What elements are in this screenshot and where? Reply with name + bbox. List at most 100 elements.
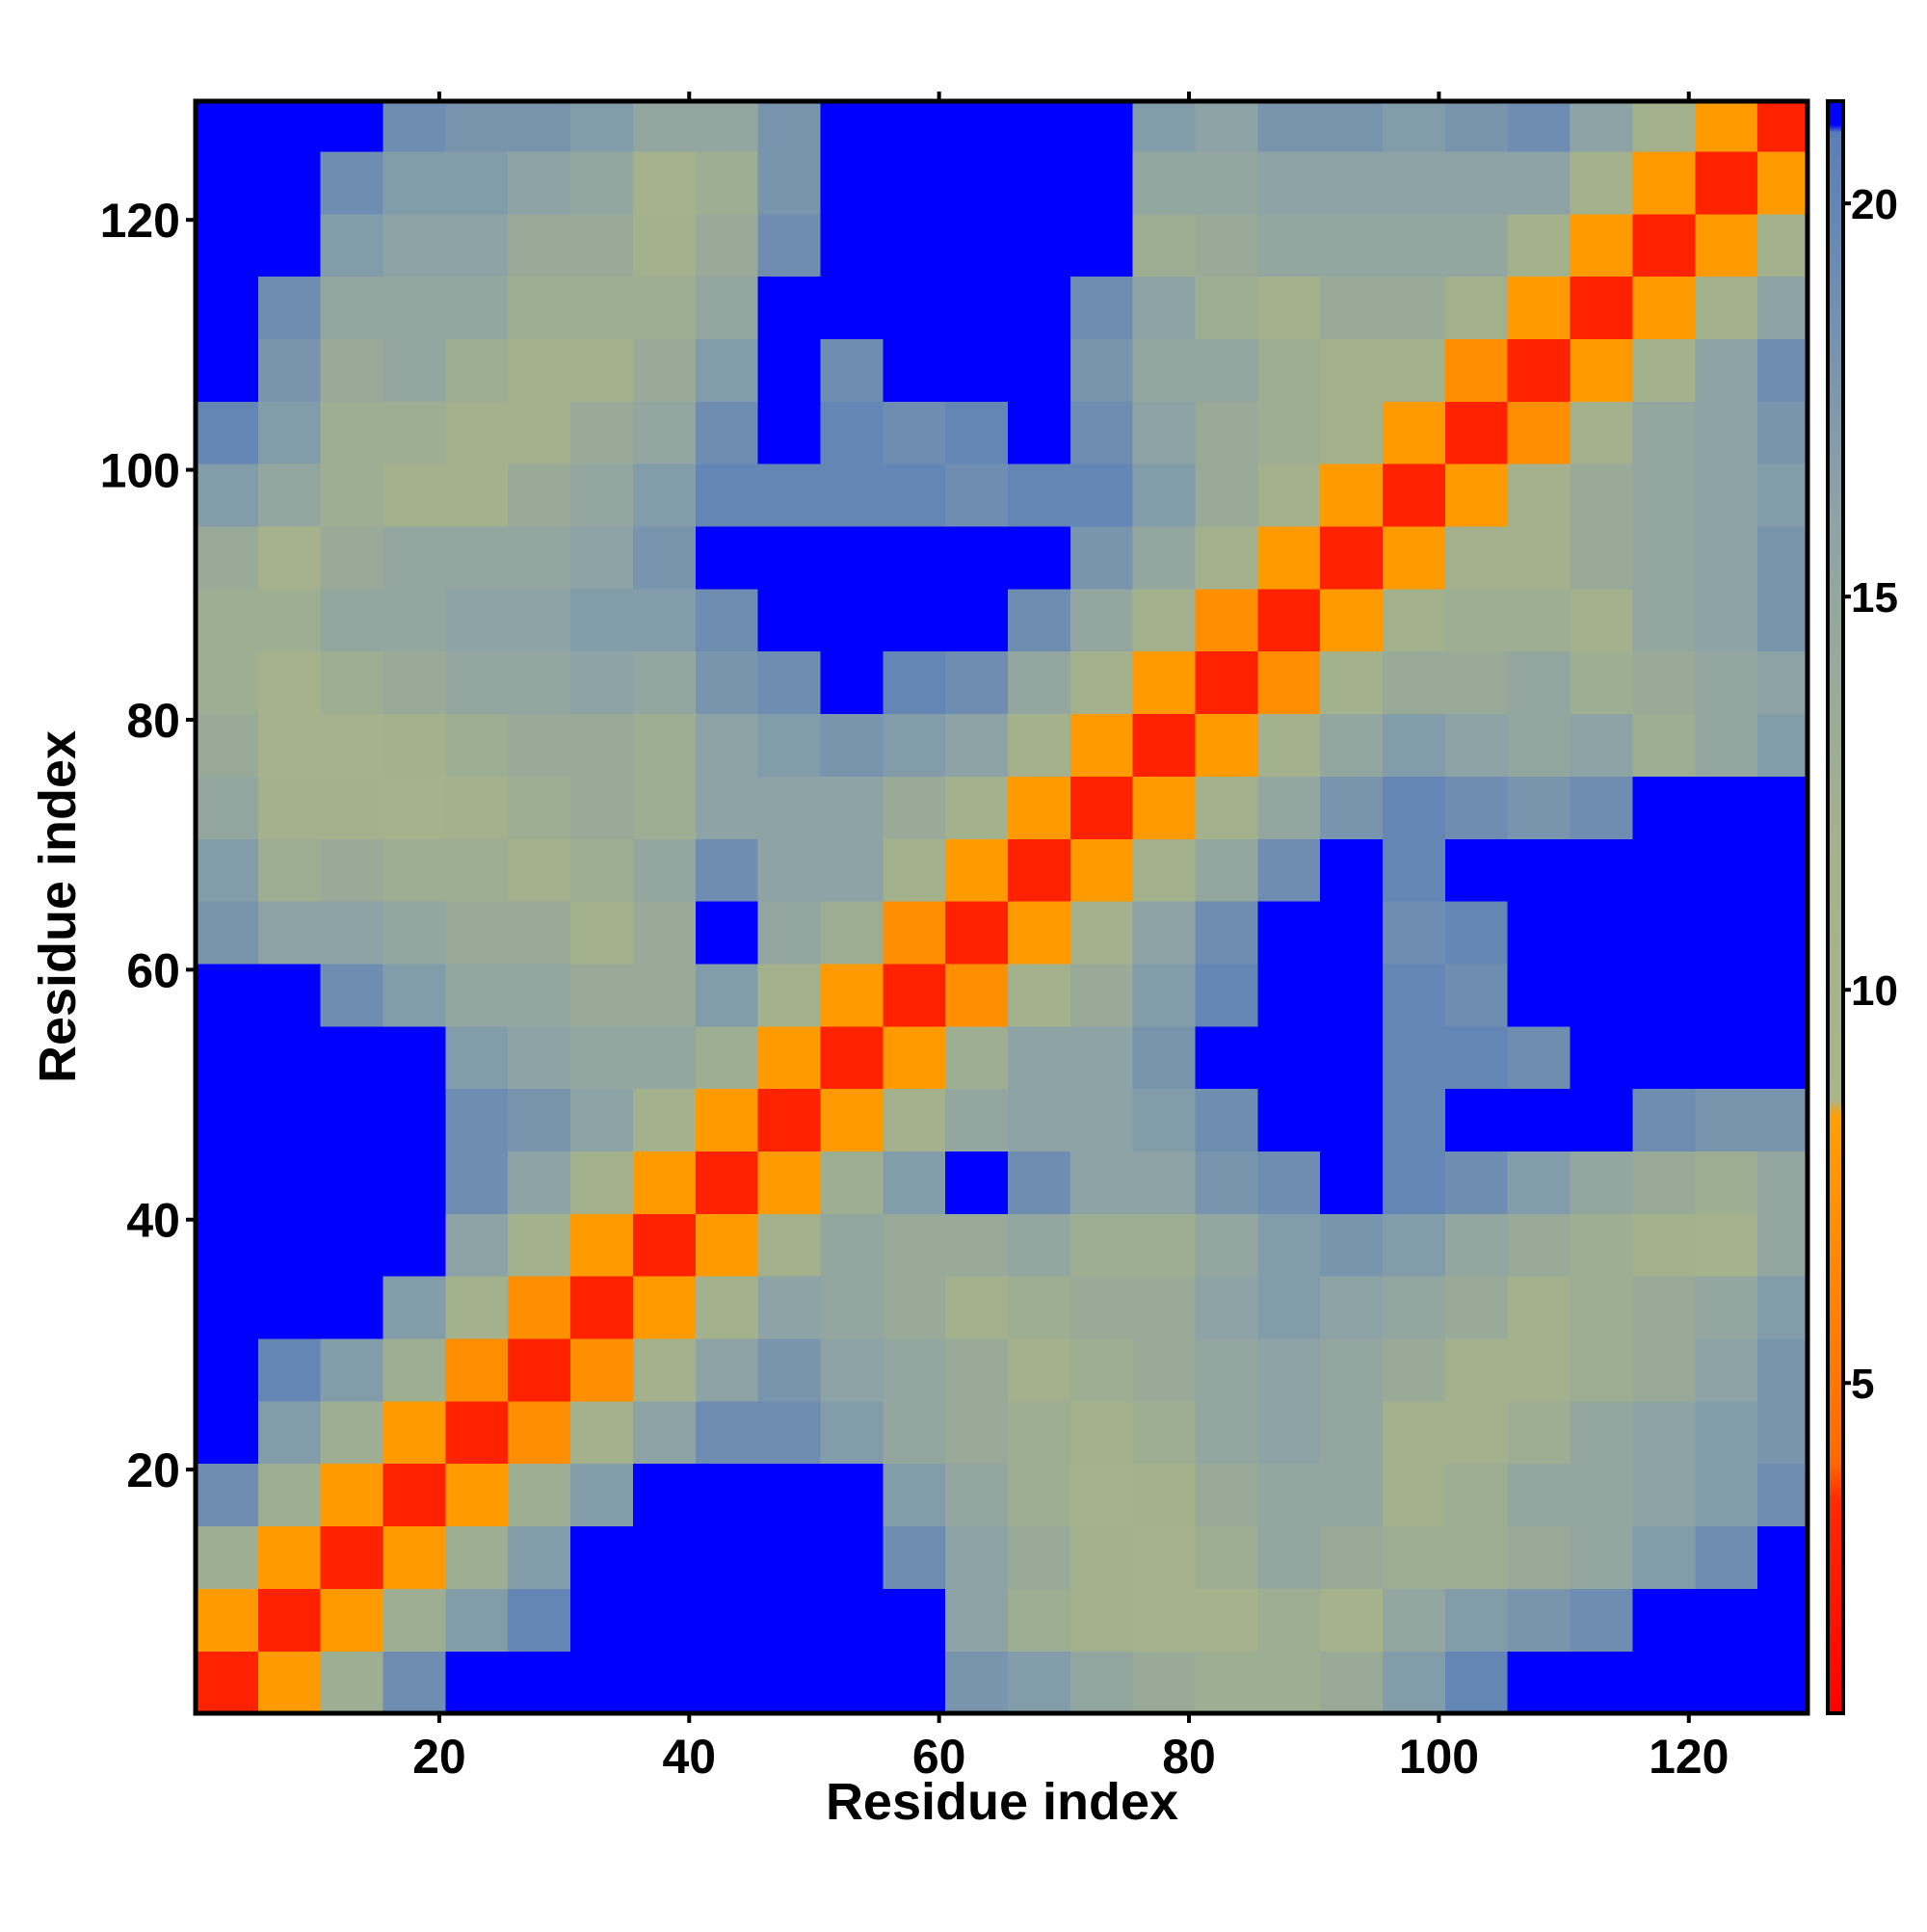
heatmap-cell <box>1132 1337 1197 1402</box>
heatmap-cell <box>1444 150 1509 215</box>
heatmap-cell <box>508 588 571 652</box>
heatmap-cell <box>1757 401 1808 464</box>
heatmap-cell <box>445 213 509 278</box>
heatmap-cell <box>757 338 822 402</box>
heatmap-cell <box>1507 650 1571 715</box>
heatmap-cell <box>1132 963 1197 1027</box>
heatmap-cell <box>257 1337 322 1402</box>
heatmap-cell <box>1757 150 1808 215</box>
heatmap-cell <box>695 213 759 278</box>
heatmap-cell <box>1695 1151 1758 1214</box>
heatmap-cell <box>320 1337 384 1402</box>
heatmap-cell <box>820 901 884 965</box>
heatmap-cell <box>1507 276 1571 340</box>
heatmap-cell <box>1257 338 1321 402</box>
heatmap-cell <box>257 1151 322 1214</box>
heatmap-cell <box>1757 1588 1808 1652</box>
plot-frame <box>193 98 1810 1716</box>
heatmap-cell <box>1320 1400 1384 1465</box>
heatmap-cell <box>1132 713 1197 777</box>
heatmap-cell <box>508 401 571 464</box>
heatmap-cell <box>1507 525 1571 590</box>
heatmap-cell <box>257 1525 322 1589</box>
heatmap-cell <box>445 1276 509 1339</box>
heatmap-cell <box>320 1588 384 1652</box>
heatmap-cell <box>1570 1088 1634 1151</box>
heatmap-cell <box>1570 1588 1634 1652</box>
heatmap-cell <box>1570 1276 1634 1339</box>
heatmap-cell <box>883 1276 946 1339</box>
heatmap-cell <box>1195 401 1258 464</box>
heatmap-cell <box>1007 338 1071 402</box>
heatmap-cell <box>196 1088 259 1151</box>
heatmap-cell <box>1570 338 1634 402</box>
heatmap-cell <box>820 1400 884 1465</box>
heatmap-cell <box>695 1588 759 1652</box>
heatmap-cell <box>820 276 884 340</box>
heatmap-cell <box>632 213 697 278</box>
heatmap-cell <box>1007 1025 1071 1090</box>
heatmap-cell <box>1507 1025 1571 1090</box>
heatmap-cell <box>757 1588 822 1652</box>
heatmap-cell <box>1570 1025 1634 1090</box>
heatmap-cell <box>757 1525 822 1589</box>
heatmap-cell <box>1507 1588 1571 1652</box>
heatmap-cell <box>1695 1400 1758 1465</box>
heatmap-cell <box>945 713 1009 777</box>
heatmap-cell <box>1444 776 1509 839</box>
heatmap-cell <box>383 1151 446 1214</box>
heatmap-cell <box>1695 838 1758 902</box>
heatmap-cell <box>1757 1400 1808 1465</box>
heatmap-cell <box>570 1025 634 1090</box>
heatmap-cell <box>508 1025 571 1090</box>
heatmap-cell <box>570 588 634 652</box>
heatmap-cell <box>1195 213 1258 278</box>
heatmap-cell <box>945 213 1009 278</box>
heatmap-cell <box>257 101 322 152</box>
heatmap-cell <box>1632 963 1696 1027</box>
heatmap-cell <box>1695 1525 1758 1589</box>
heatmap-cell <box>257 588 322 652</box>
heatmap-cell <box>1007 713 1071 777</box>
heatmap-cell <box>883 713 946 777</box>
heatmap-cell <box>757 150 822 215</box>
heatmap-cell <box>632 1588 697 1652</box>
heatmap-cell <box>945 1463 1009 1527</box>
heatmap-cell <box>1007 1337 1071 1402</box>
heatmap-cell <box>1320 525 1384 590</box>
heatmap-cell <box>1695 1276 1758 1339</box>
heatmap-cell <box>1444 1463 1509 1527</box>
heatmap-cell <box>1257 101 1321 152</box>
heatmap-cell <box>1507 463 1571 527</box>
heatmap-cell <box>1757 213 1808 278</box>
heatmap-cell <box>1132 213 1197 278</box>
heatmap-cell <box>1570 213 1634 278</box>
heatmap-cell <box>508 525 571 590</box>
heatmap-cell <box>1069 401 1134 464</box>
heatmap-cell <box>1632 1151 1696 1214</box>
heatmap-cell <box>757 101 822 152</box>
heatmap-cell <box>1632 1400 1696 1465</box>
heatmap-cell <box>570 1400 634 1465</box>
heatmap-cell <box>1195 963 1258 1027</box>
heatmap-cell <box>570 1151 634 1214</box>
heatmap-cell <box>1320 276 1384 340</box>
heatmap-cell <box>257 901 322 965</box>
heatmap-cell <box>1007 963 1071 1027</box>
heatmap-cell <box>1695 650 1758 715</box>
heatmap-cell <box>445 713 509 777</box>
heatmap-cell <box>883 1463 946 1527</box>
heatmap-cell <box>632 401 697 464</box>
heatmap-cell <box>383 776 446 839</box>
heatmap-cell <box>1132 338 1197 402</box>
heatmap-cell <box>945 525 1009 590</box>
heatmap-cell <box>445 525 509 590</box>
heatmap-cell <box>570 338 634 402</box>
heatmap-cell <box>570 1337 634 1402</box>
heatmap-cell <box>820 588 884 652</box>
heatmap-cell <box>257 776 322 839</box>
heatmap-cell <box>883 963 946 1027</box>
heatmap-cell <box>1069 650 1134 715</box>
heatmap-cell <box>945 1525 1009 1589</box>
